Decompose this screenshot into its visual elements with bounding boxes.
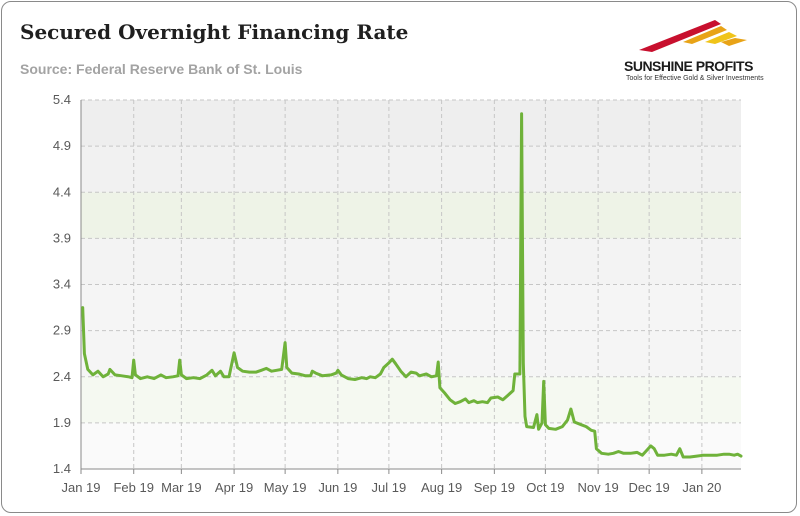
y-tick-label: 5.4 xyxy=(53,92,71,107)
brand-logo: SUNSHINE PROFITS Tools for Effective Gol… xyxy=(597,12,782,87)
sunshine-rays-logo xyxy=(639,20,747,52)
sofr-series-line xyxy=(81,112,743,459)
logo-ray-orange-2 xyxy=(721,38,747,46)
plot-band xyxy=(81,192,741,239)
x-tick-label: Jun 19 xyxy=(318,480,357,495)
x-tick-label: May 19 xyxy=(264,480,307,495)
chart-title: Secured Overnight Financing Rate xyxy=(20,20,409,44)
y-tick-label: 3.9 xyxy=(53,230,71,245)
y-tick-label: 4.9 xyxy=(53,138,71,153)
y-tick-label: 1.9 xyxy=(53,415,71,430)
brand-name: SUNSHINE PROFITS xyxy=(624,58,753,74)
brand-tagline: Tools for Effective Gold & Silver Invest… xyxy=(626,75,764,82)
plot-band xyxy=(81,284,741,331)
plot-band xyxy=(81,100,741,147)
x-tick-label: Jan 20 xyxy=(682,480,721,495)
x-tick-label: Feb 19 xyxy=(113,480,153,495)
y-tick-label: 4.4 xyxy=(53,184,71,199)
x-tick-label: Aug 19 xyxy=(421,480,462,495)
x-tick-label: Oct 19 xyxy=(526,480,564,495)
x-tick-label: Dec 19 xyxy=(629,480,670,495)
y-tick-label: 3.4 xyxy=(53,277,71,292)
chart-subtitle: Source: Federal Reserve Bank of St. Loui… xyxy=(20,61,303,77)
y-tick-label: 2.9 xyxy=(53,323,71,338)
x-tick-label: Sep 19 xyxy=(474,480,515,495)
x-tick-label: Jul 19 xyxy=(372,480,407,495)
plot-band xyxy=(81,330,741,377)
logo-ray-yellow xyxy=(705,32,737,44)
plot-band xyxy=(81,376,741,423)
y-tick-label: 2.4 xyxy=(53,369,71,384)
plot-band xyxy=(81,146,741,193)
x-tick-label: Nov 19 xyxy=(578,480,619,495)
plot-band xyxy=(81,238,741,285)
plot-band xyxy=(81,422,741,469)
logo-ray-red xyxy=(639,20,721,52)
x-tick-label: Apr 19 xyxy=(215,480,253,495)
logo-ray-orange xyxy=(683,26,727,44)
x-tick-label: Jan 19 xyxy=(61,480,100,495)
x-tick-label: Mar 19 xyxy=(161,480,201,495)
y-tick-label: 1.4 xyxy=(53,461,71,476)
